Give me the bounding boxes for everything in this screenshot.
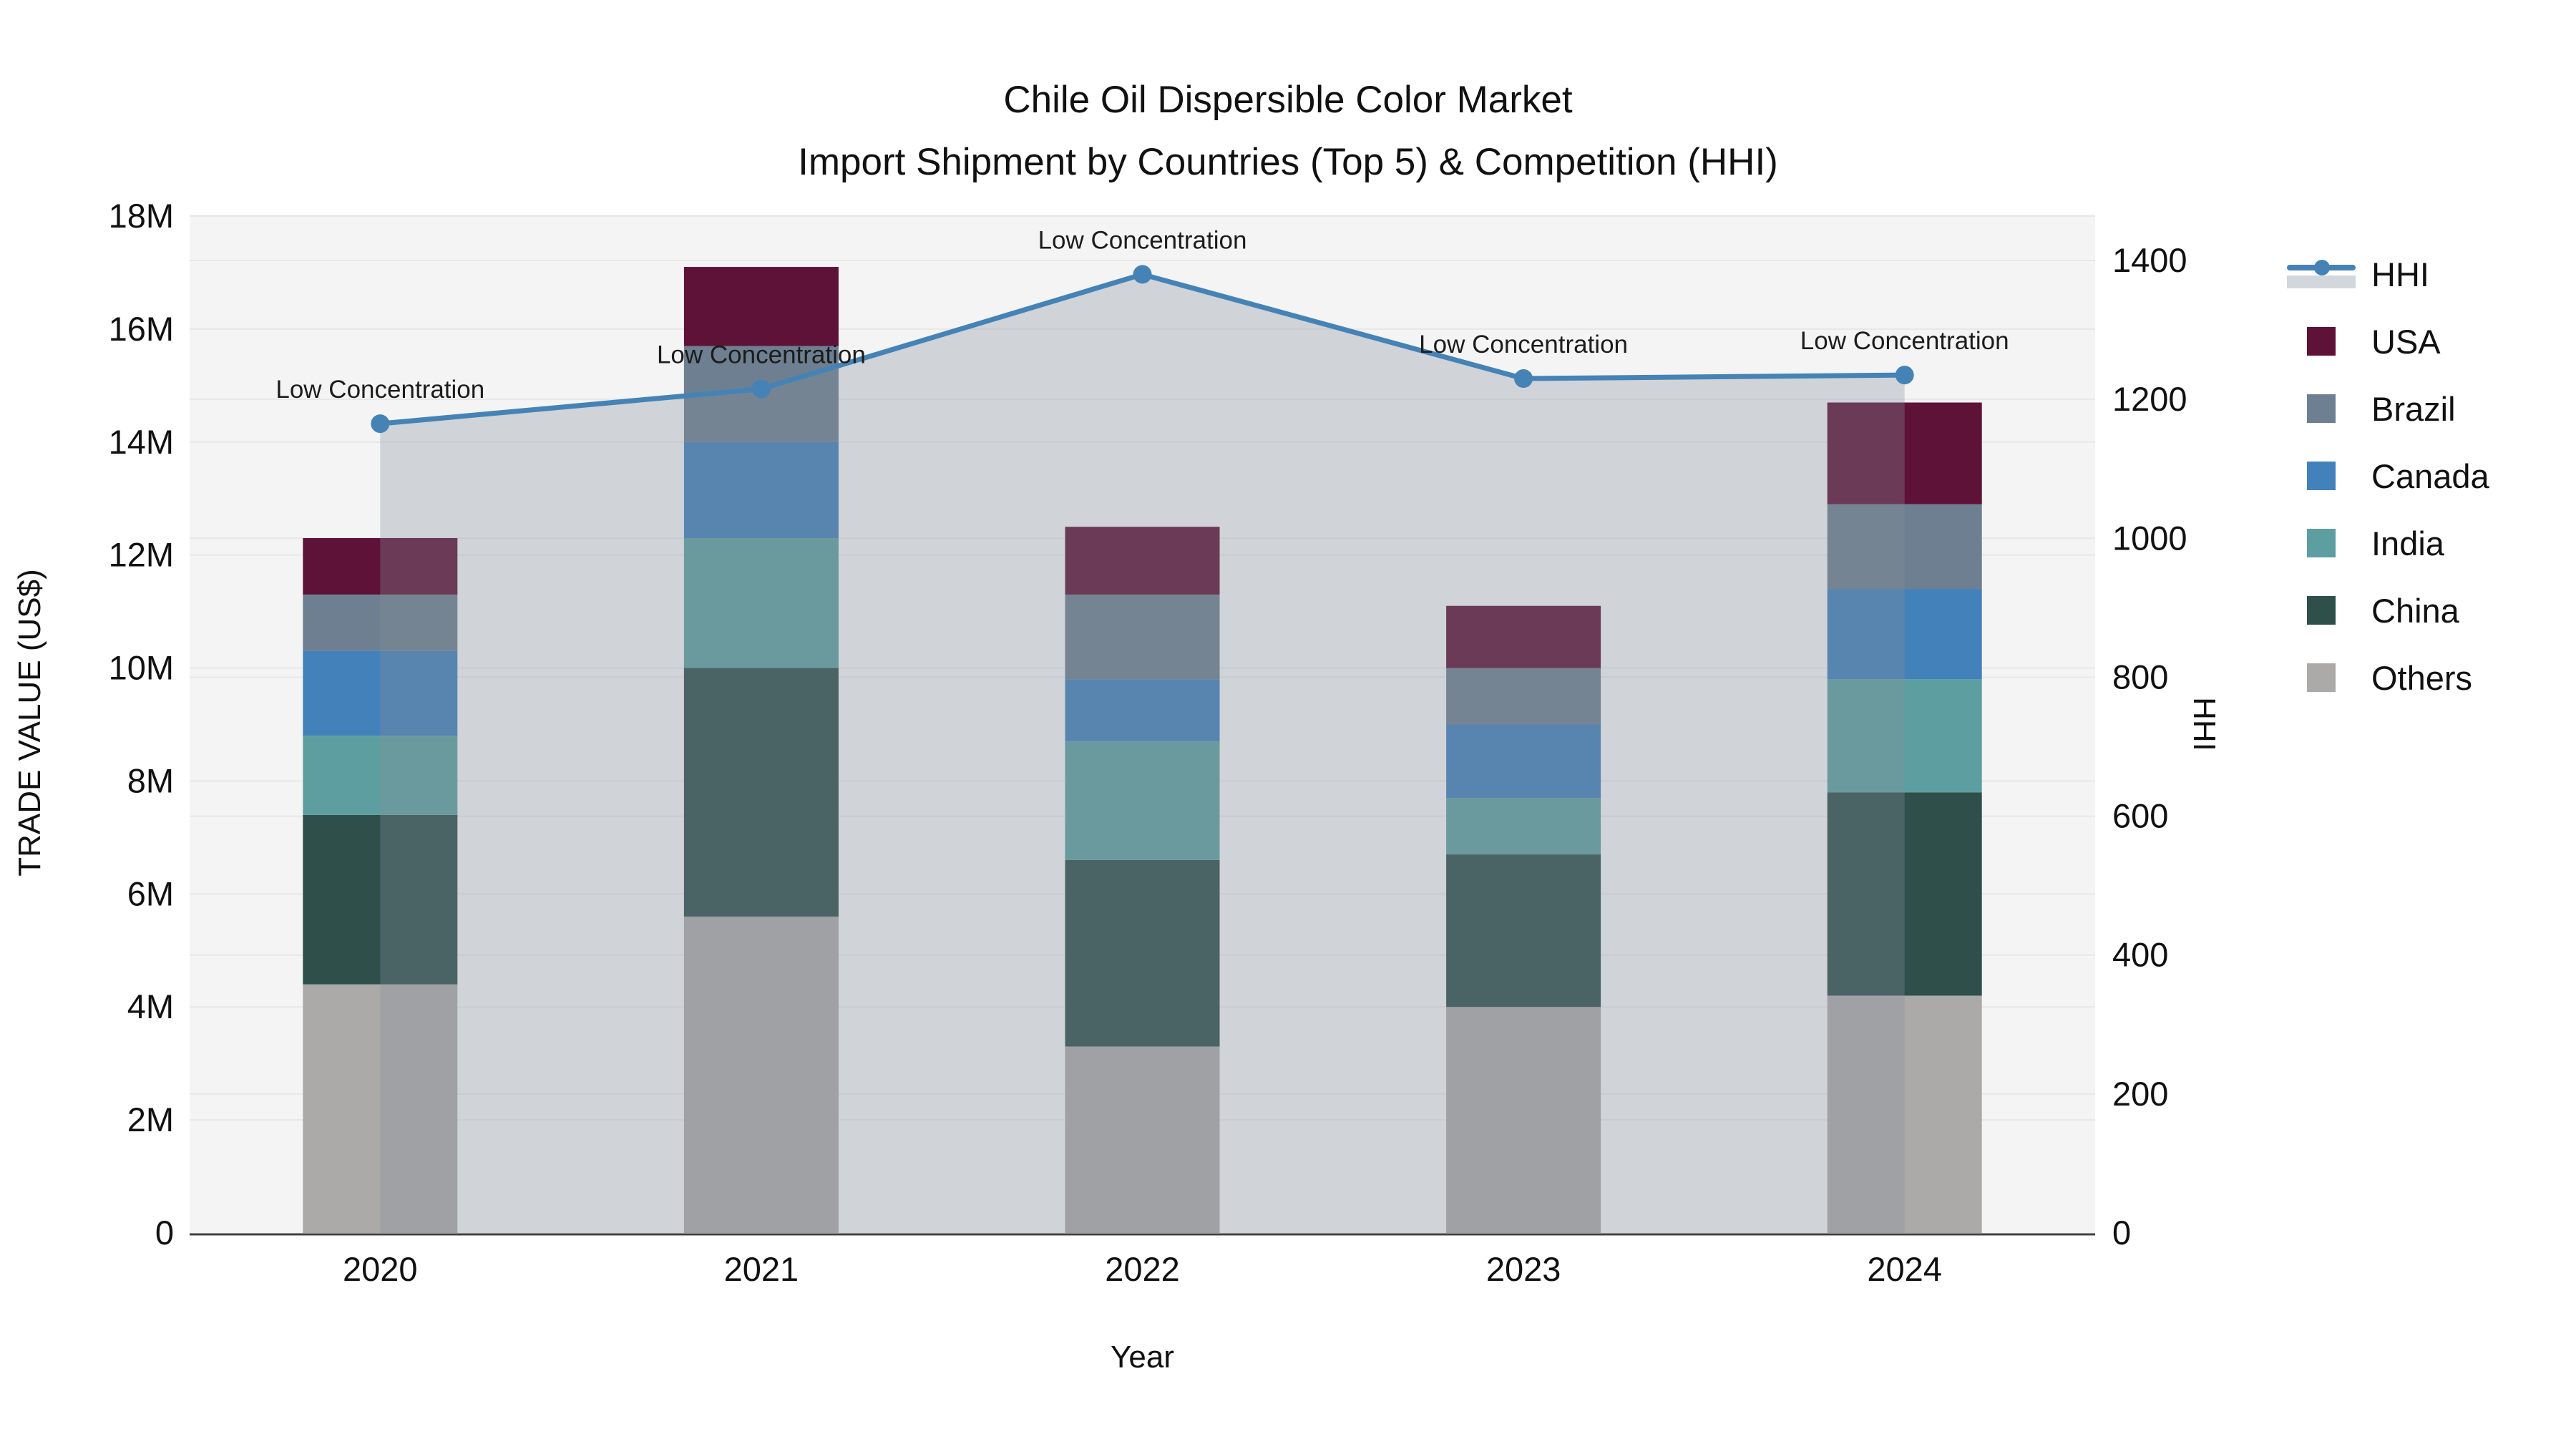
legend-item-canada[interactable]: Canada [2287,442,2489,509]
hhi-area-fill [380,274,1905,1233]
ytick-right-200: 200 [2112,1075,2168,1113]
xtick-2022: 2022 [1105,1250,1180,1288]
bar-segment-2021-usa[interactable] [683,267,839,346]
annotation-2021: Low Concentration [657,341,866,369]
legend-item-usa[interactable]: USA [2287,308,2489,375]
ytick-right-400: 400 [2112,936,2168,974]
ytick-right-600: 600 [2112,797,2168,835]
hhi-marker-2020[interactable] [371,414,390,434]
ytick-right-0: 0 [2112,1214,2131,1252]
ytick-left-18M: 18M [109,197,174,235]
legend-item-india[interactable]: India [2287,509,2489,577]
bar-segment-2023-others[interactable] [1446,1007,1601,1233]
ytick-left-4M: 4M [127,987,174,1025]
bar-segment-2020-china[interactable] [303,814,458,985]
ytick-left-16M: 16M [109,310,174,348]
ytick-left-14M: 14M [109,423,174,461]
bar-segment-2024-india[interactable] [1827,679,1982,793]
chart-title-line1: Chile Oil Dispersible Color Market [1003,79,1573,121]
x-axis-title: Year [1111,1340,1174,1375]
xtick-2024: 2024 [1867,1250,1942,1288]
bar-segment-2020-canada[interactable] [303,650,458,736]
legend-swatch-china [2307,596,2336,625]
bar-segment-2020-india[interactable] [303,736,458,815]
annotation-2020: Low Concentration [275,376,484,404]
annotation-2023: Low Concentration [1419,331,1628,358]
hhi-marker-2024[interactable] [1895,366,1914,385]
bar-segment-2021-china[interactable] [683,668,839,917]
bar-segment-2021-canada[interactable] [683,441,839,538]
ytick-left-12M: 12M [109,536,174,574]
chart-title: Chile Oil Dispersible Color Market Impor… [0,69,2576,193]
y-axis-left-title: TRADE VALUE (US$) [12,569,47,877]
legend-swatch-usa [2307,327,2336,356]
bar-segment-2024-china[interactable] [1827,792,1982,996]
bar-segment-2022-china[interactable] [1065,859,1220,1047]
legend: HHI USA Brazil Canada India China Others [2287,240,2489,711]
xtick-2020: 2020 [343,1250,418,1288]
legend-label-brazil: Brazil [2371,389,2456,428]
ytick-right-1400: 1400 [2112,241,2187,279]
legend-label-usa: USA [2371,322,2441,361]
hhi-marker-2022[interactable] [1133,265,1152,284]
ytick-right-1000: 1000 [2112,519,2187,557]
legend-swatch-canada [2307,462,2336,490]
bar-segment-2022-brazil[interactable] [1065,594,1220,680]
xtick-2021: 2021 [724,1250,799,1288]
annotation-2022: Low Concentration [1038,226,1247,254]
bar-segment-2023-canada[interactable] [1446,724,1601,799]
ytick-left-10M: 10M [109,649,174,687]
hhi-marker-2021[interactable] [751,379,771,399]
bar-segment-2021-india[interactable] [683,537,839,668]
bar-segment-2023-usa[interactable] [1446,605,1601,668]
legend-item-china[interactable]: China [2287,577,2489,644]
bar-segment-2024-others[interactable] [1827,995,1982,1233]
legend-label-hhi: HHI [2371,255,2429,293]
chart-title-line2: Import Shipment by Countries (Top 5) & C… [798,141,1778,183]
ytick-right-1200: 1200 [2112,380,2187,418]
bar-segment-2023-brazil[interactable] [1446,668,1601,725]
legend-label-china: China [2371,591,2459,630]
bar-segment-2021-others[interactable] [683,916,839,1233]
bar-segment-2022-india[interactable] [1065,741,1220,860]
legend-item-hhi[interactable]: HHI [2287,240,2489,308]
bar-segment-2020-others[interactable] [303,984,458,1233]
bar-segment-2023-india[interactable] [1446,798,1601,855]
bar-segment-2020-brazil[interactable] [303,594,458,651]
bar-segment-2020-usa[interactable] [303,537,458,595]
bar-segment-2024-brazil[interactable] [1827,504,1982,590]
legend-label-canada: Canada [2371,457,2489,495]
bar-segment-2024-canada[interactable] [1827,589,1982,680]
annotation-2024: Low Concentration [1800,327,2009,355]
bar-segment-2023-china[interactable] [1446,854,1601,1008]
xtick-2023: 2023 [1486,1250,1561,1288]
bar-segment-2022-usa[interactable] [1065,527,1220,595]
legend-swatch-brazil [2307,394,2336,423]
ytick-left-0: 0 [155,1214,174,1252]
y-axis-right-title: HHI [2187,697,2222,751]
legend-swatch-others [2307,663,2336,692]
ytick-left-6M: 6M [127,874,174,912]
legend-label-others: Others [2371,658,2473,697]
hhi-marker-2023[interactable] [1514,369,1533,389]
bar-segment-2022-canada[interactable] [1065,679,1220,742]
legend-swatch-india [2307,529,2336,557]
bar-segment-2024-usa[interactable] [1827,402,1982,504]
legend-label-india: India [2371,524,2444,562]
ytick-right-800: 800 [2112,658,2168,696]
legend-item-others[interactable]: Others [2287,644,2489,711]
legend-item-brazil[interactable]: Brazil [2287,375,2489,442]
bar-segment-2022-others[interactable] [1065,1046,1220,1233]
ytick-left-2M: 2M [127,1101,174,1138]
hhi-line-icon [2287,259,2356,288]
ytick-left-8M: 8M [127,761,174,799]
